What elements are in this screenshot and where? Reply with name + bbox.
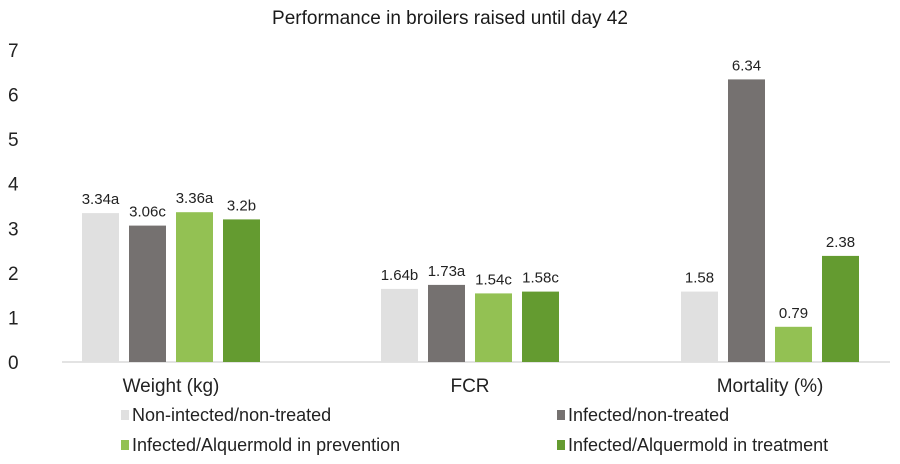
legend-item: Infected/non-treated: [557, 405, 729, 425]
data-label: 1.54c: [475, 271, 512, 288]
y-tick-label: 6: [8, 86, 19, 107]
data-label: 1.73a: [428, 263, 466, 280]
legend-item: Infected/Alquermold in treatment: [557, 435, 828, 455]
data-label: 1.58c: [522, 270, 559, 287]
x-category-label: FCR: [450, 376, 489, 397]
bar: [428, 284, 465, 362]
data-label: 0.79: [779, 305, 808, 322]
legend-label: Non-intected/non-treated: [132, 405, 331, 425]
legend-item: Infected/Alquermold in prevention: [121, 435, 400, 455]
y-axis: 0 1 2 3 4 5 6 7: [8, 41, 19, 374]
legend-item: Non-intected/non-treated: [121, 405, 331, 425]
legend-label: Infected/Alquermold in prevention: [132, 435, 400, 455]
bar: [728, 79, 765, 363]
bar: [522, 291, 559, 362]
data-label: 3.06c: [129, 204, 166, 221]
x-category-label: Weight (kg): [123, 376, 220, 397]
bar: [176, 212, 213, 362]
legend-label: Infected/Alquermold in treatment: [568, 435, 828, 455]
bar: [822, 255, 859, 362]
y-tick-label: 5: [8, 130, 19, 151]
legend: Non-intected/non-treated Infected/non-tre…: [121, 405, 828, 455]
legend-label: Infected/non-treated: [568, 405, 729, 425]
data-label: 1.58: [685, 270, 714, 287]
bar: [681, 291, 718, 362]
y-tick-label: 4: [8, 175, 19, 196]
legend-swatch: [121, 440, 129, 450]
y-tick-label: 1: [8, 308, 19, 329]
x-axis-categories: Weight (kg) FCR Mortality (%): [123, 376, 824, 397]
bars-group: [82, 79, 859, 363]
y-tick-label: 0: [8, 353, 19, 374]
legend-swatch: [557, 410, 565, 420]
x-category-label: Mortality (%): [717, 376, 824, 397]
y-tick-label: 3: [8, 219, 19, 240]
data-label: 3.2b: [227, 197, 256, 214]
y-tick-label: 2: [8, 264, 19, 285]
bar: [775, 326, 812, 362]
bar: [381, 288, 418, 362]
bar: [129, 225, 166, 362]
bar: [82, 213, 119, 362]
legend-swatch: [121, 410, 129, 420]
chart-title: Performance in broilers raised until day…: [272, 8, 628, 29]
data-label: 2.38: [826, 234, 855, 251]
data-label: 6.34: [732, 57, 761, 74]
data-label: 3.36a: [176, 190, 214, 207]
data-label: 1.64b: [381, 267, 419, 284]
data-labels-group: 3.34a 1.64b 1.58 3.06c 1.73a 6.34 3.36a 1.54c 0.…: [82, 57, 855, 321]
legend-swatch: [557, 440, 565, 450]
bar: [223, 219, 260, 362]
bar: [475, 293, 512, 362]
data-label: 3.34a: [82, 191, 120, 208]
y-tick-label: 7: [8, 41, 19, 62]
